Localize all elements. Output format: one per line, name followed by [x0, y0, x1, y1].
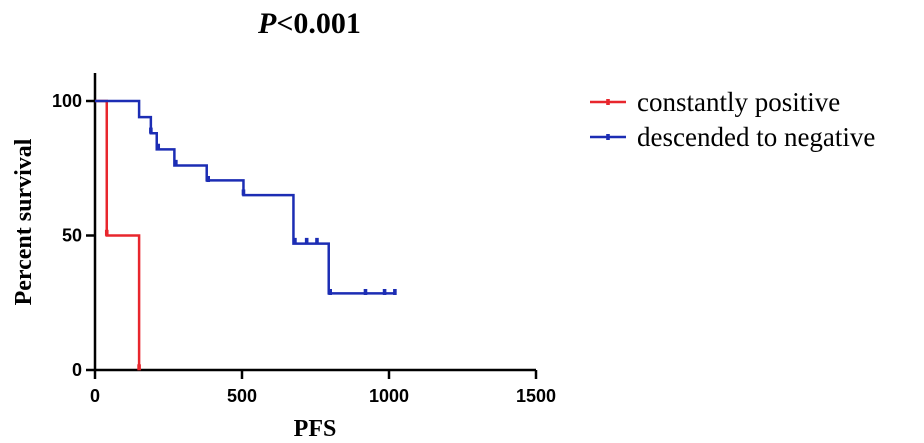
title-p-symbol: P [257, 7, 277, 40]
censor-mark-constantly-positive [104, 229, 109, 236]
legend-label: descended to negative [637, 122, 875, 152]
series-layer [95, 99, 397, 371]
y-tick-label: 50 [62, 226, 82, 246]
censor-mark-descended-to-negative [156, 143, 161, 150]
x-axis-title: PFS [294, 416, 337, 442]
censor-mark-descended-to-negative [174, 159, 178, 166]
censor-mark-constantly-positive [137, 364, 141, 371]
legend: constantly positive descended to negative [590, 87, 875, 152]
censor-mark-descended-to-negative [293, 237, 297, 244]
censor-mark-descended-to-negative [149, 127, 153, 134]
y-tick-label: 100 [52, 91, 82, 111]
y-tick-label: 0 [72, 360, 82, 380]
title-p-value: <0.001 [276, 7, 361, 40]
x-tick-label: 500 [227, 386, 257, 406]
censor-mark-descended-to-negative [315, 237, 319, 244]
x-tick-label: 1000 [369, 386, 409, 406]
x-axis-ticks: 0 500 1000 1500 [90, 370, 556, 406]
censor-mark-descended-to-negative [241, 189, 246, 196]
censor-mark-descended-to-negative [328, 288, 332, 295]
legend-label: constantly positive [637, 87, 840, 117]
x-tick-label: 0 [90, 386, 100, 406]
legend-swatch-marker-descended-to-negative [606, 134, 610, 140]
x-tick-label: 1500 [516, 386, 556, 406]
censor-mark-descended-to-negative [304, 237, 309, 244]
series-line-descended-to-negative [95, 99, 397, 295]
censor-mark-descended-to-negative [382, 288, 387, 295]
censor-mark-descended-to-negative [363, 288, 368, 295]
censor-mark-descended-to-negative [206, 176, 210, 183]
legend-swatch-marker-constantly-positive [606, 99, 610, 105]
chart-title: P<0.001 [257, 7, 361, 40]
censor-mark-descended-to-negative [393, 288, 397, 295]
series-line-constantly-positive [95, 99, 141, 370]
y-axis-title: Percent survival [11, 138, 37, 305]
y-axis-ticks: 0 50 100 [52, 91, 95, 380]
